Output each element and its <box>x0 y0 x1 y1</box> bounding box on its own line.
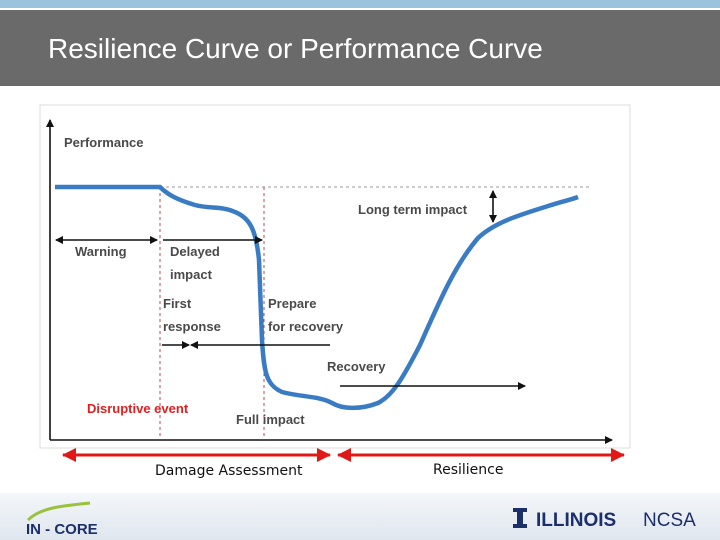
logo-left: IN - CORE <box>26 521 98 538</box>
label: First <box>163 296 192 311</box>
label: Full impact <box>236 412 305 427</box>
label: impact <box>170 267 213 282</box>
logo-right-bold: ILLINOIS <box>536 510 616 531</box>
label: response <box>163 319 221 334</box>
performance-curve <box>55 184 579 411</box>
diagram-frame <box>39 104 631 449</box>
illinois-icon <box>513 508 527 528</box>
label: for recovery <box>268 319 344 334</box>
diagram: Performance Warning Delayed impact First… <box>39 104 631 449</box>
slide-title: Resilience Curve or Performance Curve <box>48 33 543 64</box>
logo-right-light: NCSA <box>643 510 696 531</box>
label: Delayed <box>170 244 220 259</box>
label: Recovery <box>327 359 386 374</box>
top-stripe <box>0 0 720 8</box>
label: Warning <box>75 244 127 259</box>
phase-label: Damage Assessment <box>155 463 303 479</box>
phase-label: Resilience <box>433 462 503 478</box>
label: Long term impact <box>358 202 468 217</box>
footer <box>0 493 720 540</box>
y-axis-label: Performance <box>64 135 143 150</box>
label: Prepare <box>268 296 316 311</box>
logo-swoosh <box>26 501 91 522</box>
title-bar <box>0 10 720 86</box>
label: Disruptive event <box>87 401 189 416</box>
